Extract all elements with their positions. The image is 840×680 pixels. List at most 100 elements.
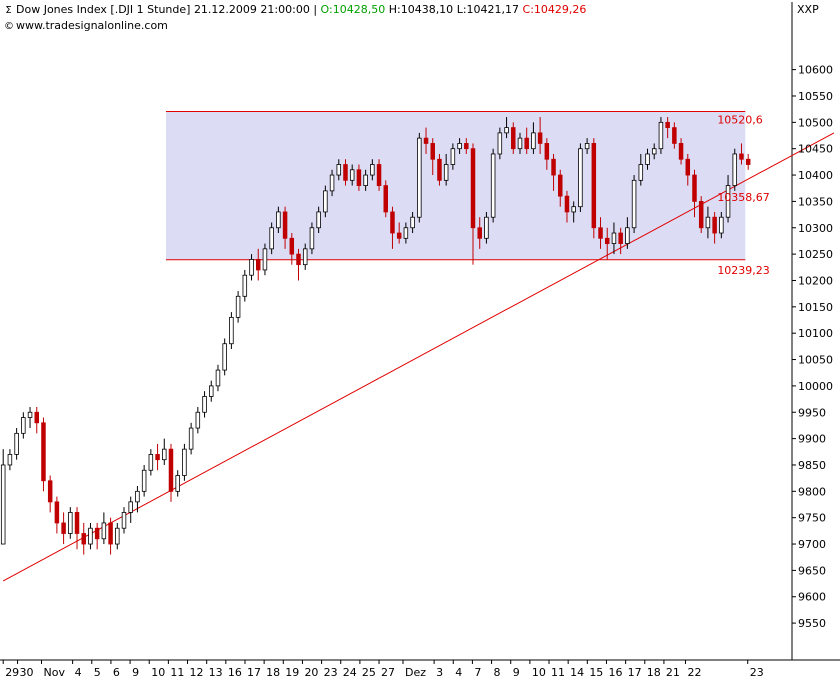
candle-body bbox=[0, 464, 6, 545]
candle-body bbox=[14, 432, 19, 455]
candle-body bbox=[27, 411, 33, 418]
x-tick-label: 4 bbox=[75, 666, 82, 679]
candle-body bbox=[457, 143, 462, 150]
candle-body bbox=[255, 258, 261, 271]
x-tick-label: 9 bbox=[132, 666, 139, 679]
y-tick-label: 10150 bbox=[798, 301, 833, 314]
candle-body bbox=[497, 132, 503, 155]
x-tick-label: 23 bbox=[324, 666, 338, 679]
candle-body bbox=[551, 158, 556, 176]
candle-body bbox=[423, 137, 429, 144]
x-tick-label: 10 bbox=[151, 666, 165, 679]
bar-datetime: 21.12.2009 21:00:00 bbox=[193, 3, 310, 16]
candle-body bbox=[148, 454, 154, 471]
y-tick-label: 9700 bbox=[798, 538, 826, 551]
trendline bbox=[2, 132, 835, 582]
y-tick-label: 10550 bbox=[798, 90, 833, 103]
candle-body bbox=[725, 185, 731, 218]
candle-body bbox=[356, 169, 362, 186]
candle-body bbox=[68, 512, 73, 534]
y-tick-label: 9600 bbox=[798, 591, 826, 604]
instrument-title: Dow Jones Index [.DJI 1 Stunde] bbox=[16, 3, 191, 16]
candle-body bbox=[262, 248, 268, 271]
candle-body bbox=[108, 522, 113, 545]
candle-body bbox=[343, 164, 348, 181]
candle-body bbox=[74, 512, 80, 534]
x-tick-label: 9 bbox=[513, 666, 520, 679]
candle-body bbox=[168, 448, 174, 492]
candle-body bbox=[128, 501, 133, 513]
x-tick-label: 24 bbox=[343, 666, 357, 679]
candle-body bbox=[282, 211, 288, 239]
candle-body bbox=[329, 174, 335, 192]
candle-body bbox=[490, 153, 496, 218]
candle-body bbox=[94, 527, 100, 540]
candle-body bbox=[631, 179, 637, 229]
candle-body bbox=[705, 216, 711, 229]
candle-body bbox=[598, 227, 603, 239]
x-tick-label: 17 bbox=[628, 666, 642, 679]
y-tick-label: 9850 bbox=[798, 459, 826, 472]
x-tick-label: 27 bbox=[381, 666, 395, 679]
candle-body bbox=[625, 227, 630, 244]
candle-body bbox=[54, 501, 60, 524]
y-tick-label: 10400 bbox=[798, 169, 833, 182]
chart-header: Σ Dow Jones Index [.DJI 1 Stunde] 21.12.2… bbox=[5, 3, 587, 16]
x-tick-label: 29 bbox=[5, 666, 19, 679]
candle-body bbox=[403, 227, 409, 239]
y-tick-label: 9650 bbox=[798, 564, 826, 577]
y-tick-label: 10600 bbox=[798, 64, 833, 77]
candle-body bbox=[88, 527, 93, 545]
candle-body bbox=[115, 527, 120, 545]
candle-body bbox=[363, 174, 368, 186]
candle-body bbox=[604, 237, 610, 244]
candle-body bbox=[410, 216, 415, 229]
y-tick-label: 10050 bbox=[798, 354, 833, 367]
candle-body bbox=[450, 148, 456, 165]
candle-body bbox=[611, 232, 617, 244]
copyright-icon: © bbox=[4, 21, 14, 32]
x-tick-label: 23 bbox=[750, 666, 764, 679]
candle-body bbox=[417, 137, 422, 218]
website-credit: © www.tradesignalonline.com bbox=[4, 19, 168, 32]
range-top-label: 10520,6 bbox=[717, 113, 763, 126]
candle-body bbox=[121, 512, 127, 529]
website-text: www.tradesignalonline.com bbox=[16, 19, 168, 32]
y-tick-label: 10350 bbox=[798, 195, 833, 208]
candle-body bbox=[309, 227, 315, 250]
x-tick-label: 4 bbox=[455, 666, 462, 679]
y-tick-label: 9750 bbox=[798, 512, 826, 525]
candle-body bbox=[571, 206, 576, 213]
candle-body bbox=[578, 148, 583, 208]
candle-body bbox=[584, 143, 590, 150]
candle-body bbox=[296, 253, 301, 266]
candle-body bbox=[470, 148, 476, 229]
candle-body bbox=[222, 343, 227, 371]
candle-body bbox=[665, 121, 670, 129]
candle-body bbox=[188, 427, 194, 450]
candle-body bbox=[376, 164, 382, 186]
candle-body bbox=[719, 216, 724, 234]
y-tick-label: 10250 bbox=[798, 248, 833, 261]
candle-body bbox=[323, 190, 328, 213]
range-bottom-label: 10239,23 bbox=[717, 264, 770, 277]
range-box bbox=[165, 111, 746, 260]
candle-body bbox=[430, 143, 435, 160]
x-tick-label: Nov bbox=[44, 666, 66, 679]
x-tick-label: 3 bbox=[436, 666, 443, 679]
y-tick-label: 10500 bbox=[798, 116, 833, 129]
candle-body bbox=[658, 121, 664, 150]
candle-body bbox=[443, 164, 449, 181]
candle-body bbox=[349, 169, 355, 181]
candle-body bbox=[645, 153, 650, 165]
y-tick-label: 9800 bbox=[798, 485, 826, 498]
x-tick-label: 6 bbox=[113, 666, 120, 679]
x-tick-label: 17 bbox=[247, 666, 261, 679]
candle-body bbox=[437, 158, 442, 181]
candle-body bbox=[558, 174, 563, 197]
candle-body bbox=[162, 448, 167, 461]
candle-body bbox=[484, 216, 489, 239]
candle-body bbox=[316, 211, 321, 229]
candle-body bbox=[7, 454, 13, 466]
